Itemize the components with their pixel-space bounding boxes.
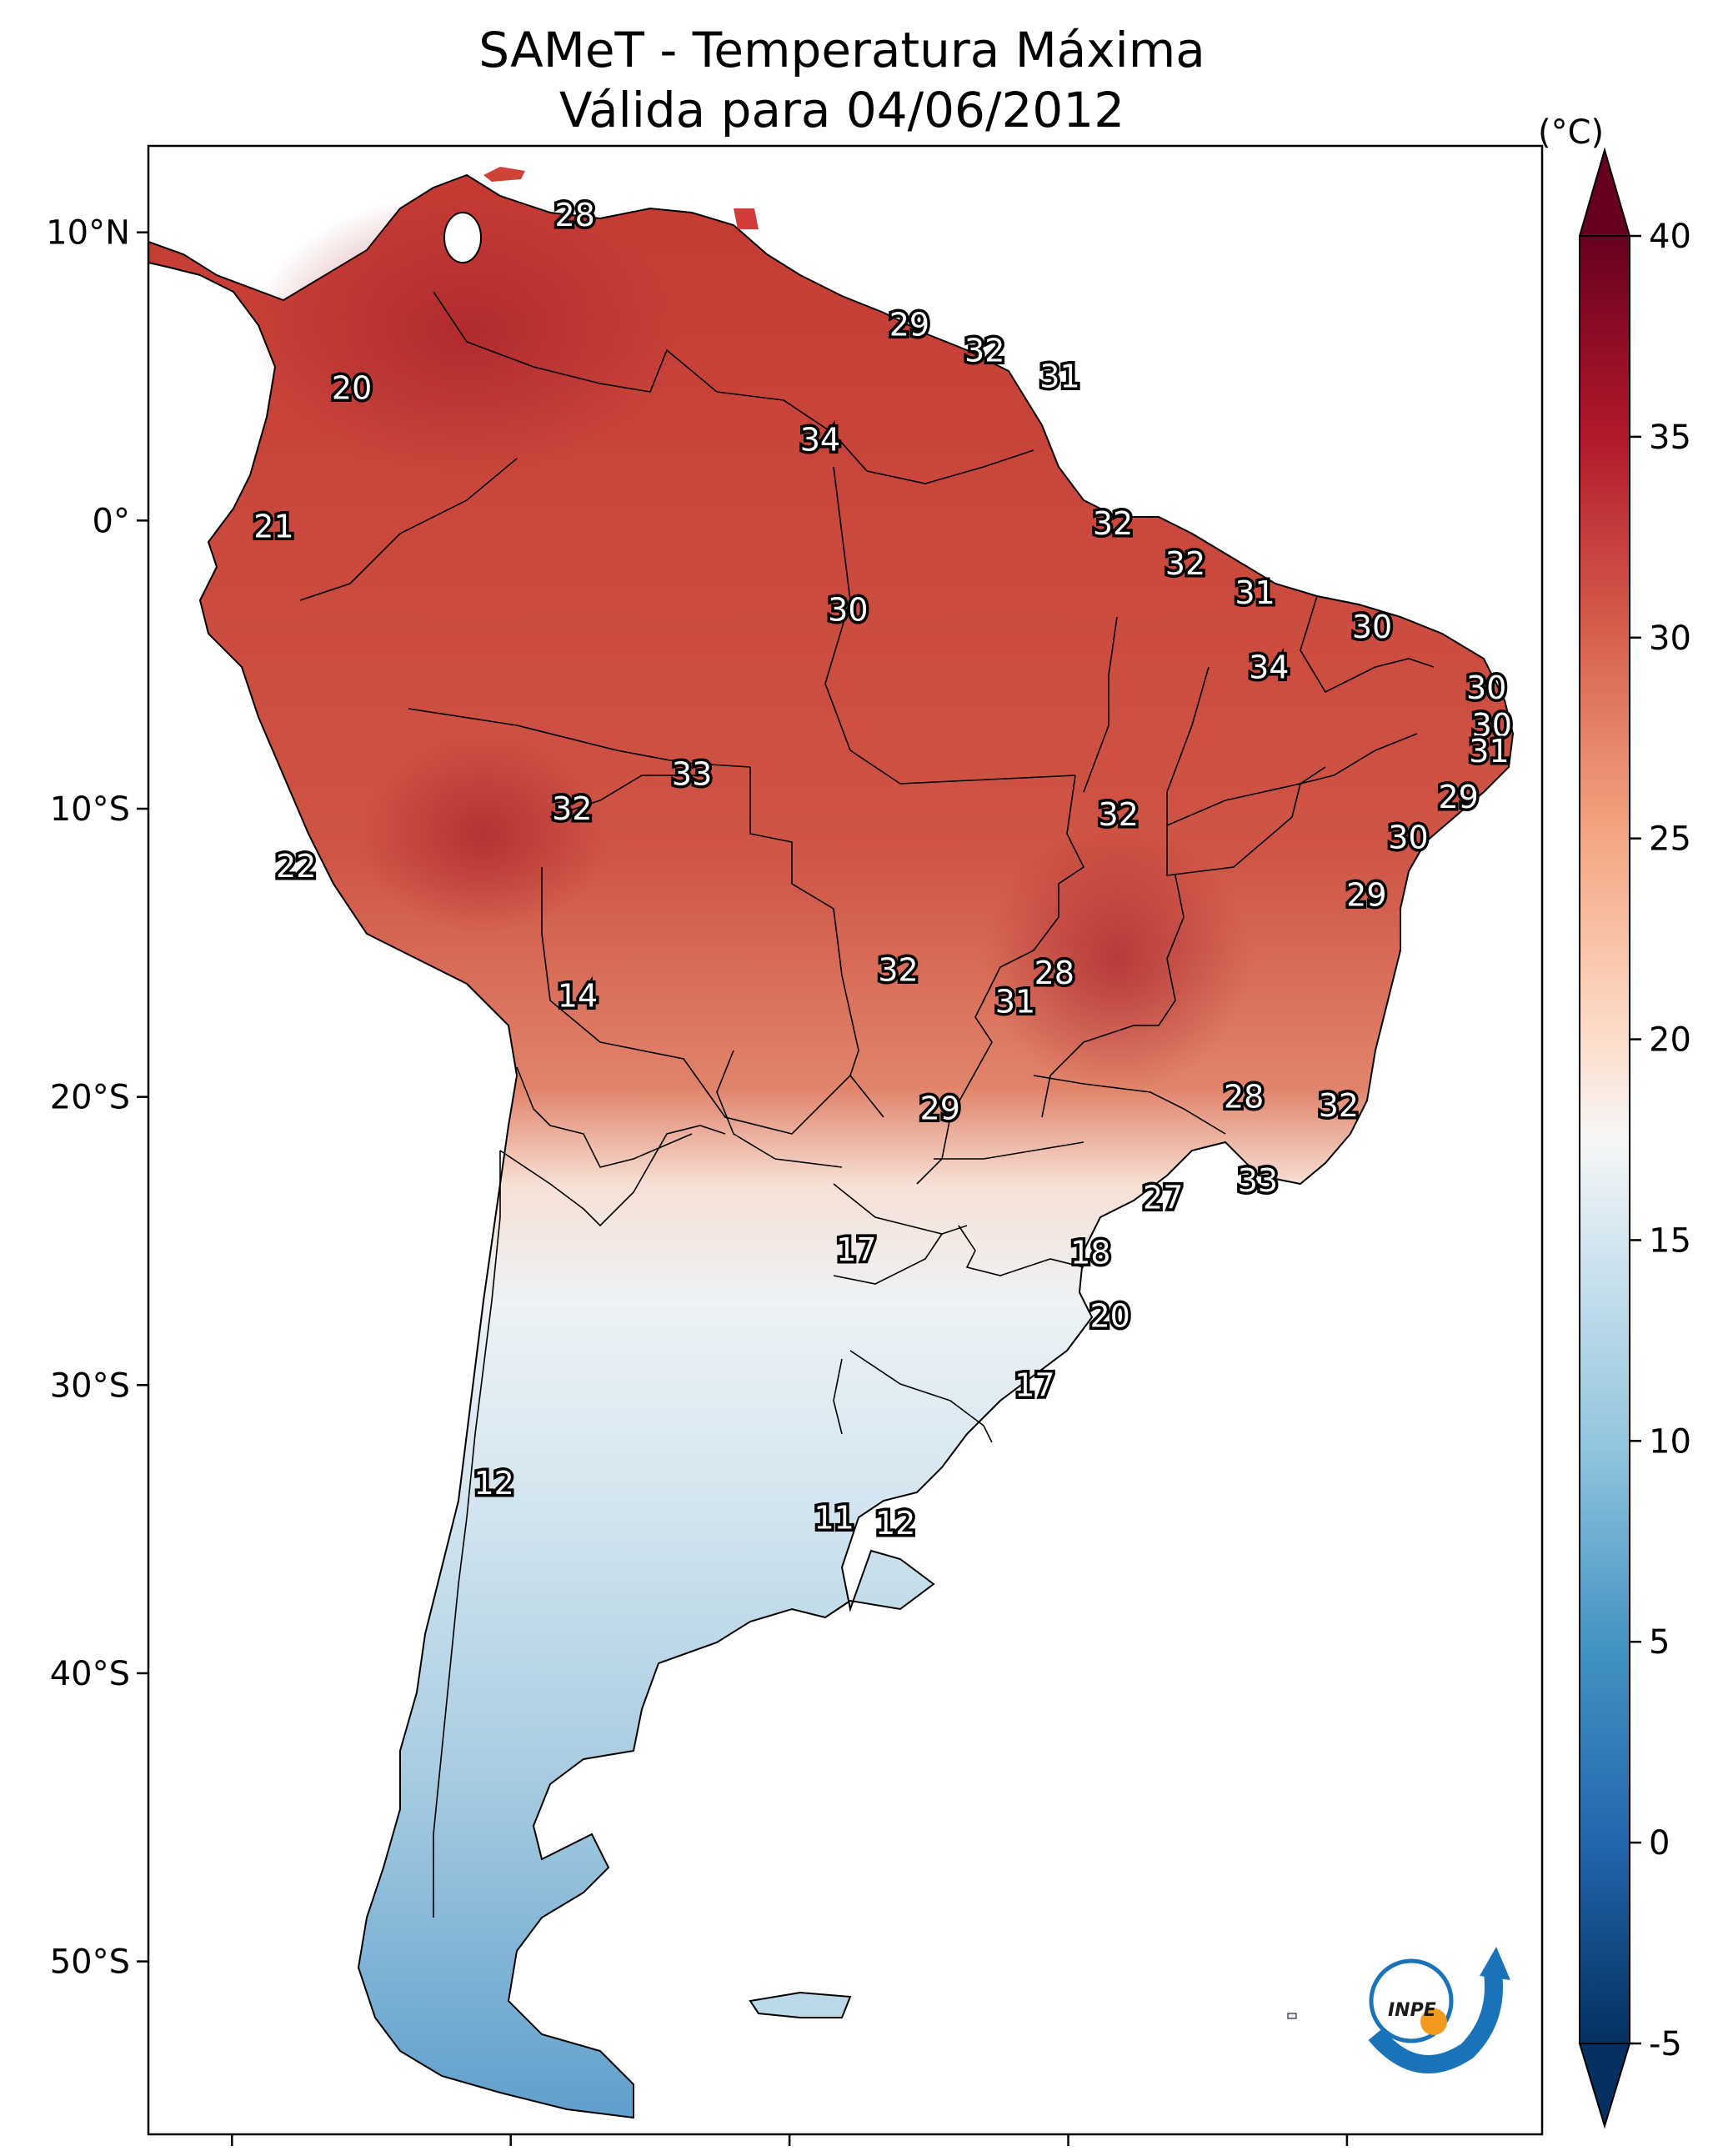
- colorbar-tick-label: 10: [1649, 1422, 1691, 1461]
- station-value-label: 28: [554, 197, 594, 233]
- colorbar-bar: [1579, 235, 1630, 2044]
- hot-region-west: [358, 734, 609, 934]
- lat-tick-label: 0°: [93, 502, 130, 540]
- station-value-label: 31: [995, 984, 1035, 1020]
- station-value-label: 32: [878, 952, 918, 989]
- station-value-label: 33: [672, 756, 712, 793]
- station-value-label: 18: [1070, 1234, 1110, 1271]
- south-georgia: [1287, 2013, 1297, 2019]
- station-value-label: 30: [1388, 820, 1428, 856]
- station-value-label: 30: [1466, 669, 1506, 706]
- station-value-label: 27: [1143, 1180, 1183, 1216]
- lat-tick-label: 20°S: [50, 1079, 130, 1117]
- lake-maracaibo: [443, 212, 482, 263]
- logo-ring: [1369, 1958, 1454, 2043]
- station-value-label: 29: [920, 1090, 960, 1126]
- colorbar-tick-label: 35: [1649, 419, 1691, 457]
- colorbar-tick-label: 40: [1649, 218, 1691, 256]
- station-value-label: 20: [332, 369, 372, 406]
- longitude-axis: 80°W70°W60°W50°W40°W: [231, 2134, 1349, 2146]
- colorbar-tick-label: 30: [1649, 619, 1691, 658]
- colorbar: (°C) -5 0 5 10 15 20 25 30 35 40: [1538, 113, 1691, 2129]
- colorbar-unit: (°C): [1538, 113, 1604, 152]
- colorbar-tick-label: 25: [1649, 820, 1691, 859]
- station-value-label: 33: [1238, 1162, 1278, 1199]
- station-value-label: 17: [836, 1231, 876, 1268]
- hot-region-central: [984, 825, 1250, 1092]
- lat-tick-label: 40°S: [50, 1655, 130, 1693]
- station-value-label: 17: [1014, 1366, 1054, 1403]
- station-value-label: 22: [276, 848, 316, 885]
- falkland-islands: [749, 1991, 852, 2018]
- trinidad-island: [734, 208, 759, 229]
- station-value-label: 30: [1472, 707, 1512, 744]
- caribbean-islands: [483, 167, 525, 182]
- station-value-label: 31: [1039, 358, 1079, 395]
- colorbar-tick-label: 5: [1649, 1623, 1670, 1662]
- map-frame: [147, 144, 1544, 2136]
- colorbar-extend-max: [1578, 147, 1631, 237]
- lat-tick-label: 50°S: [50, 1943, 130, 1982]
- colorbar-tick-label: 15: [1649, 1221, 1691, 1260]
- station-value-label: 34: [800, 422, 840, 459]
- station-value-label: 21: [253, 508, 293, 544]
- station-value-label: 32: [552, 790, 592, 827]
- hot-region-north: [250, 192, 684, 475]
- logo-text: INPE: [1388, 2000, 1436, 2021]
- logo-arrow: [1480, 1947, 1510, 1980]
- station-value-label: 30: [828, 592, 868, 629]
- logo-swoosh: [1368, 1966, 1503, 2073]
- station-value-label: 32: [1093, 505, 1133, 542]
- political-boundaries: [299, 291, 1435, 1918]
- station-value-label: 32: [964, 332, 1004, 369]
- south-america-landmass: [148, 173, 1515, 2119]
- colorbar-tick-label: -5: [1649, 2025, 1682, 2063]
- station-value-label: 11: [814, 1499, 854, 1536]
- station-value-label: 28: [1034, 955, 1074, 991]
- station-value-label: 32: [1165, 545, 1205, 582]
- map-title-line2: Válida para 04/06/2012: [559, 82, 1124, 138]
- colorbar-extend-min: [1578, 2043, 1631, 2129]
- station-value-label: 29: [1346, 877, 1386, 914]
- station-value-label: 31: [1235, 574, 1275, 611]
- station-value-label: 32: [1099, 796, 1139, 833]
- lat-tick-label: 10°S: [50, 790, 130, 829]
- station-value-label: 30: [1352, 609, 1392, 645]
- station-value-label: 14: [558, 978, 598, 1015]
- inpe-logo: INPE: [1368, 1947, 1510, 2073]
- station-value-label: 29: [889, 306, 929, 343]
- colorbar-tick-label: 0: [1649, 1824, 1670, 1863]
- station-value-label: 20: [1090, 1297, 1130, 1334]
- colorbar-ticks: -5 0 5 10 15 20 25 30 35 40: [1630, 218, 1691, 2063]
- station-value-label: 31: [1469, 733, 1509, 770]
- map-title-line1: SAMeT - Temperatura Máxima: [478, 22, 1205, 78]
- station-value-label: 34: [1249, 649, 1289, 686]
- latitude-axis: 10°N 0° 10°S 20°S 30°S 40°S 50°S: [46, 214, 148, 1982]
- colorbar-tick-label: 20: [1649, 1021, 1691, 1060]
- logo-sun: [1420, 2008, 1447, 2035]
- station-value-label: 12: [875, 1505, 915, 1542]
- lat-tick-label: 10°N: [46, 214, 130, 253]
- lat-tick-label: 30°S: [50, 1366, 130, 1405]
- station-value-label: 32: [1319, 1087, 1359, 1124]
- station-value-label: 12: [473, 1465, 513, 1502]
- station-value-label: 29: [1439, 779, 1479, 815]
- station-value-label: 28: [1224, 1079, 1264, 1116]
